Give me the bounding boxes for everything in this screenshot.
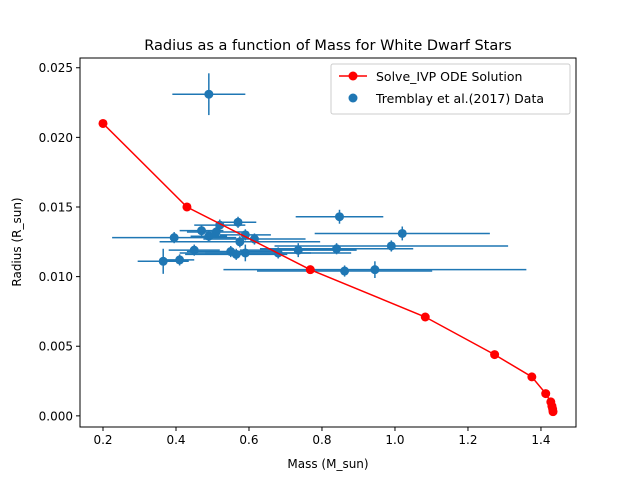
legend-line-marker [348,71,358,81]
x-tick-label: 0.6 [239,433,258,447]
y-axis-label: Radius (R_sun) [10,197,24,286]
y-tick-label: 0.015 [39,200,73,214]
x-tick-label: 0.4 [166,433,185,447]
x-axis-label: Mass (M_sun) [287,457,368,471]
chart-title: Radius as a function of Mass for White D… [144,38,512,54]
y-tick-label: 0.025 [39,61,73,75]
x-tick-label: 0.8 [312,433,331,447]
ode-point [490,350,500,360]
x-axis: 0.2 0.4 0.6 0.8 1.0 1.2 1.4 [93,427,551,447]
ode-point [182,202,192,212]
data-point [175,255,185,265]
data-point [197,226,207,236]
data-point [169,233,179,243]
ode-point [98,118,108,128]
data-point [397,228,407,238]
ode-point [305,265,315,275]
plot-area [98,73,558,417]
data-point [334,212,344,222]
x-tick-label: 1.4 [531,433,550,447]
data-point [233,217,243,227]
y-tick-label: 0.000 [39,409,73,423]
legend-scatter-marker [348,93,358,103]
ode-point [420,312,430,322]
data-point [211,227,221,237]
y-tick-label: 0.020 [39,131,73,145]
data-point [332,244,342,254]
data-point [340,266,350,276]
ode-point [527,372,537,382]
data-point [158,256,168,266]
ode-point [541,389,551,399]
x-tick-label: 1.2 [458,433,477,447]
data-point [231,249,241,259]
x-tick-label: 0.2 [93,433,112,447]
legend: Solve_IVP ODE Solution Tremblay et al.(2… [330,63,571,115]
y-axis: 0.000 0.005 0.010 0.015 0.020 0.025 [39,61,80,423]
plot-frame [79,57,577,428]
y-tick-label: 0.005 [39,340,73,354]
data-point [235,237,245,247]
legend-label-ode: Solve_IVP ODE Solution [376,69,522,84]
ode-point [548,407,558,417]
data-point [370,265,380,275]
legend-label-data: Tremblay et al.(2017) Data [375,91,544,106]
x-tick-label: 1.0 [385,433,404,447]
legend-box [330,63,571,115]
y-tick-label: 0.010 [39,270,73,284]
data-point [204,89,214,99]
